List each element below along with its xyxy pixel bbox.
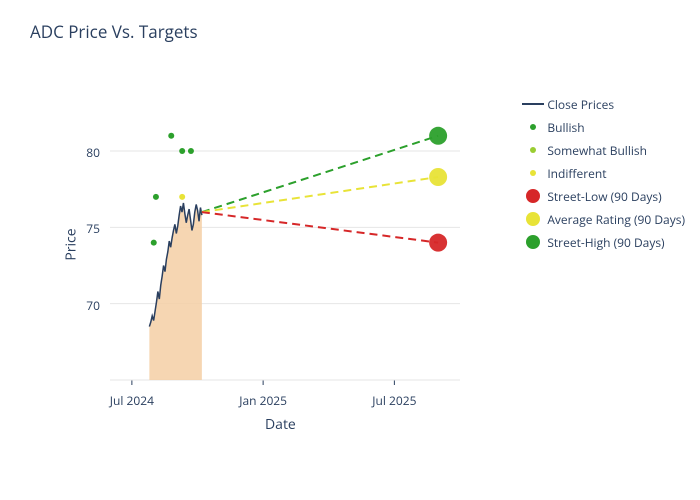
y-tick-label: 75 <box>70 220 100 237</box>
legend-item: Indifferent <box>519 164 685 182</box>
legend-item: Bullish <box>519 118 685 136</box>
street-low-marker <box>429 234 447 252</box>
x-tick-label: Jul 2024 <box>102 392 162 409</box>
legend-marker <box>519 211 547 227</box>
legend-label: Street-High (90 Days) <box>547 234 664 251</box>
legend-item: Close Prices <box>519 95 685 113</box>
legend-label: Street-Low (90 Days) <box>547 188 661 205</box>
legend-marker <box>519 165 547 181</box>
plot-area: 707580Jul 2024Jan 2025Jul 2025 <box>110 90 460 380</box>
street-high-marker <box>429 127 447 145</box>
indifferent-point <box>179 194 185 200</box>
legend-marker <box>519 119 547 135</box>
legend-marker <box>519 234 547 250</box>
legend-item: Somewhat Bullish <box>519 141 685 159</box>
y-tick-label: 80 <box>70 144 100 161</box>
legend-marker <box>519 142 547 158</box>
legend-label: Indifferent <box>547 165 606 182</box>
legend-label: Bullish <box>547 119 584 136</box>
legend-label: Somewhat Bullish <box>547 142 647 159</box>
bullish-point <box>151 240 157 246</box>
bullish-point <box>179 148 185 154</box>
legend-item: Average Rating (90 Days) <box>519 210 685 228</box>
legend-marker <box>519 98 547 110</box>
legend: Close Prices Bullish Somewhat Bullish Indif… <box>519 95 685 256</box>
x-tick-label: Jan 2025 <box>233 392 293 409</box>
bullish-point <box>153 194 159 200</box>
legend-item: Street-Low (90 Days) <box>519 187 685 205</box>
x-tick-label: Jul 2025 <box>364 392 424 409</box>
legend-marker <box>519 188 547 204</box>
bullish-point <box>188 148 194 154</box>
legend-label: Close Prices <box>547 96 614 113</box>
chart-container: ADC Price Vs. Targets Price Date 707580J… <box>0 0 700 500</box>
average-rating-line <box>202 177 438 212</box>
y-tick-label: 70 <box>70 297 100 314</box>
street-high-line <box>202 136 438 212</box>
x-axis-title: Date <box>265 415 296 434</box>
bullish-point <box>168 133 174 139</box>
legend-item: Street-High (90 Days) <box>519 233 685 251</box>
legend-label: Average Rating (90 Days) <box>547 211 685 228</box>
chart-title: ADC Price Vs. Targets <box>30 20 198 43</box>
plot-svg <box>110 90 460 380</box>
average-rating-marker <box>429 168 447 186</box>
